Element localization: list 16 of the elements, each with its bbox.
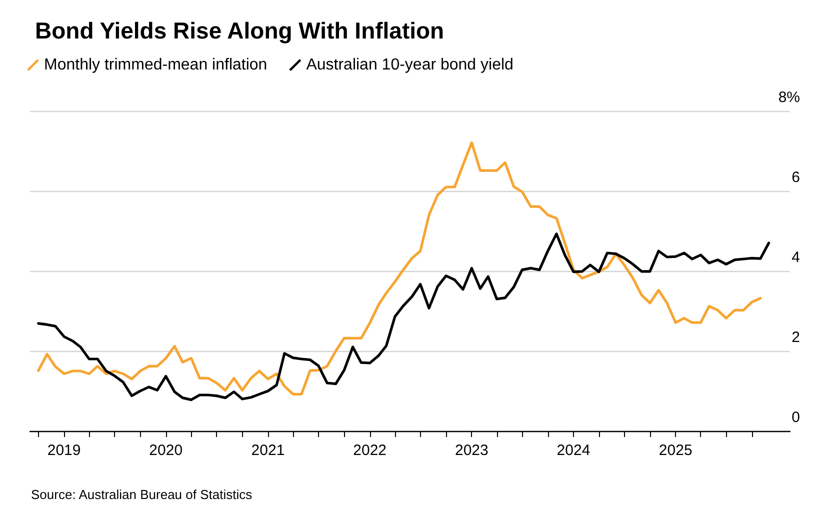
x-tick-label: 2025 <box>658 442 692 459</box>
x-tick-label: 2024 <box>556 442 590 459</box>
y-tick-label: 2 <box>792 329 800 346</box>
chart-title: Bond Yields Rise Along With Inflation <box>35 18 444 44</box>
x-tick-label: 2021 <box>251 442 285 459</box>
x-tick-label: 2023 <box>454 442 488 459</box>
legend-label: Australian 10-year bond yield <box>306 56 514 74</box>
y-tick-label: 4 <box>792 249 800 266</box>
x-tick-label: 2019 <box>47 442 81 459</box>
y-tick-label: 8% <box>778 89 800 106</box>
y-tick-label: 0 <box>792 409 800 426</box>
y-tick-label: 6 <box>792 169 800 186</box>
source-note: Source: Australian Bureau of Statistics <box>31 487 253 502</box>
legend-label: Monthly trimmed-mean inflation <box>44 56 268 74</box>
x-tick-label: 2022 <box>353 442 387 459</box>
x-tick-label: 2020 <box>149 442 183 459</box>
